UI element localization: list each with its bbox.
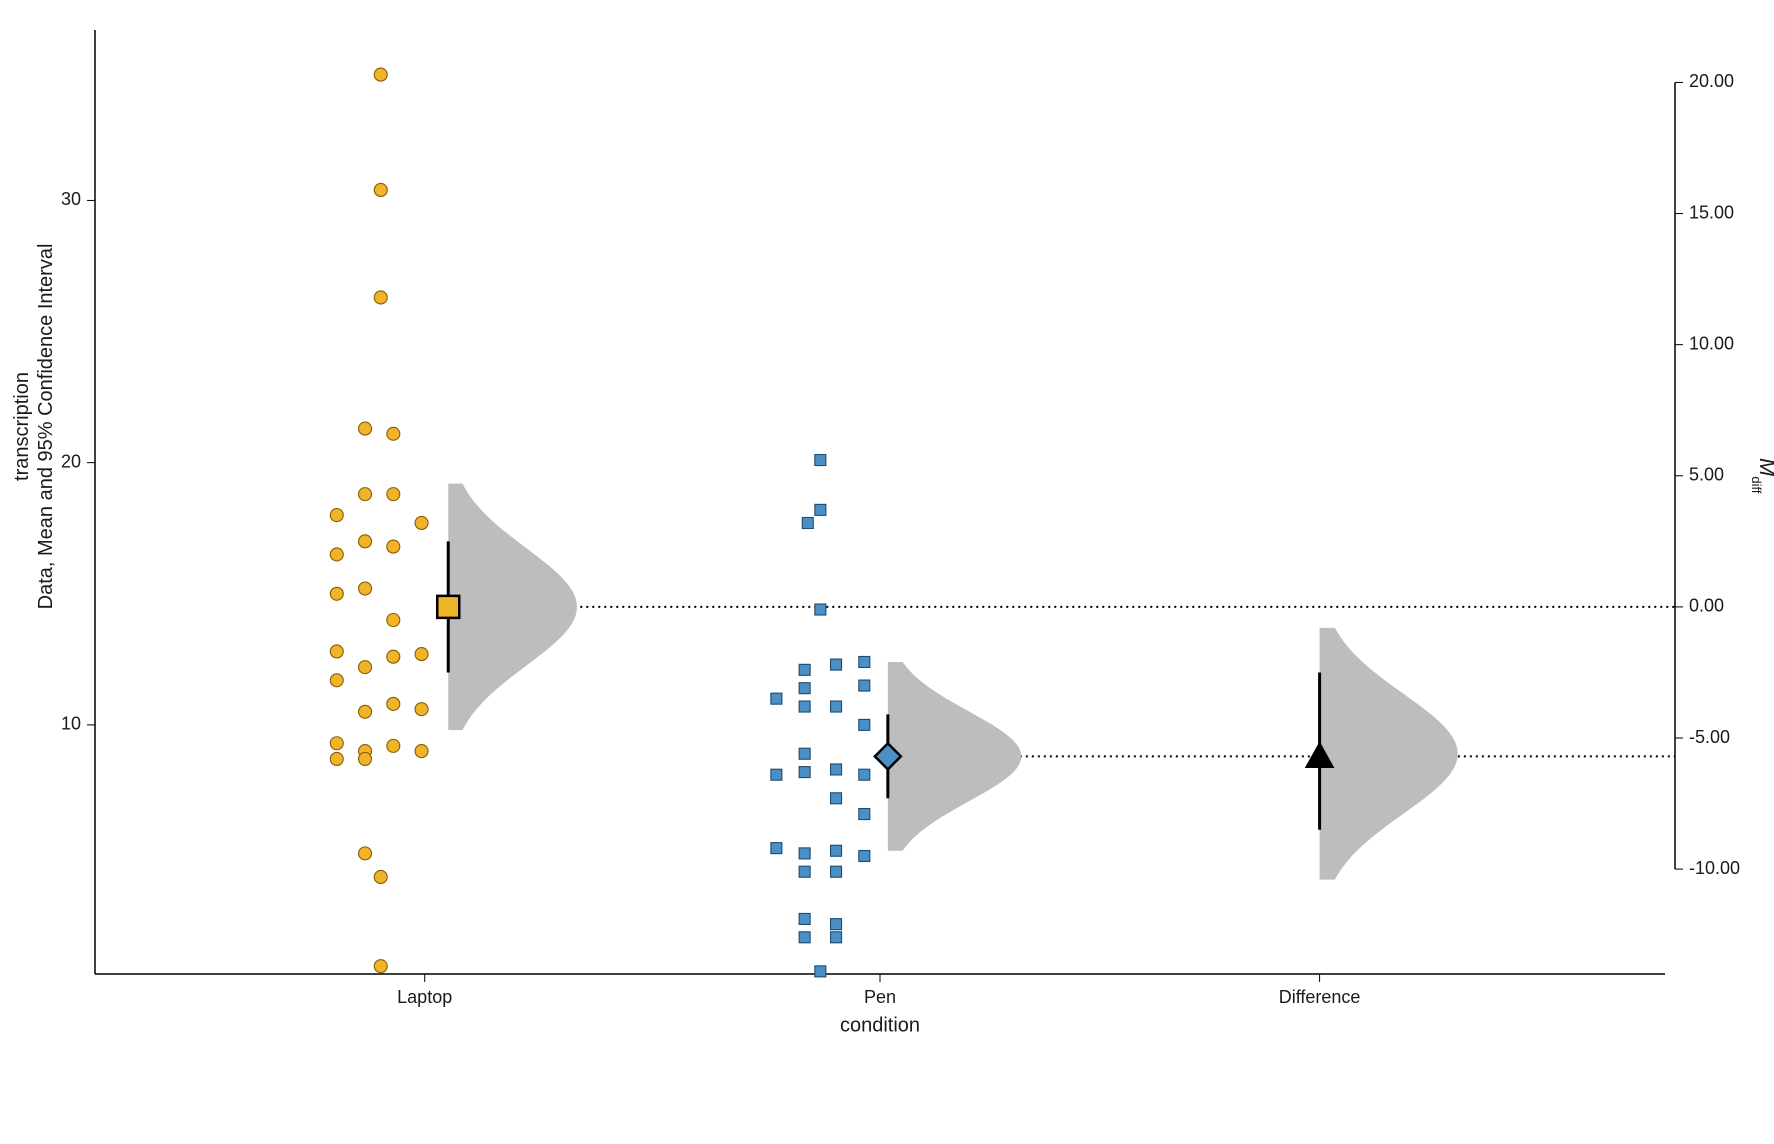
point-laptop bbox=[415, 516, 428, 529]
point-laptop bbox=[330, 587, 343, 600]
point-pen bbox=[859, 769, 870, 780]
dist-laptop bbox=[448, 484, 577, 730]
y-right-tick-label: 5.00 bbox=[1689, 465, 1724, 485]
point-laptop bbox=[330, 509, 343, 522]
point-pen bbox=[831, 793, 842, 804]
svg-text:Mdiff: Mdiff bbox=[1750, 458, 1774, 494]
point-laptop bbox=[374, 68, 387, 81]
point-laptop bbox=[359, 752, 372, 765]
y-left-tick-label: 10 bbox=[61, 714, 81, 734]
point-laptop bbox=[387, 540, 400, 553]
point-laptop bbox=[387, 488, 400, 501]
svg-text:Data, Mean and 95% Confidence: Data, Mean and 95% Confidence Interval bbox=[35, 244, 57, 610]
point-laptop bbox=[415, 745, 428, 758]
point-laptop bbox=[359, 582, 372, 595]
x-tick-label: Pen bbox=[864, 987, 896, 1007]
y-right-tick-label: -5.00 bbox=[1689, 727, 1730, 747]
point-laptop bbox=[374, 183, 387, 196]
point-pen bbox=[831, 919, 842, 930]
point-pen bbox=[859, 656, 870, 667]
point-laptop bbox=[330, 737, 343, 750]
point-pen bbox=[799, 848, 810, 859]
point-pen bbox=[815, 504, 826, 515]
y-left-tick-label: 20 bbox=[61, 451, 81, 471]
point-pen bbox=[859, 809, 870, 820]
y-left-tick-label: 30 bbox=[61, 189, 81, 209]
point-pen bbox=[771, 769, 782, 780]
point-pen bbox=[831, 701, 842, 712]
estimation-plot: 10 20 30 transcriptionData, Mean and 95% Co… bbox=[0, 0, 1774, 1144]
dist-difference bbox=[1320, 628, 1458, 880]
point-laptop bbox=[359, 488, 372, 501]
point-laptop bbox=[374, 291, 387, 304]
y-right-title: Mdiff bbox=[1750, 458, 1774, 494]
point-laptop bbox=[415, 648, 428, 661]
point-pen bbox=[771, 693, 782, 704]
y-left-title: transcriptionData, Mean and 95% Confiden… bbox=[11, 244, 57, 610]
point-pen bbox=[831, 866, 842, 877]
x-tick-label: Laptop bbox=[397, 987, 452, 1007]
point-laptop bbox=[359, 705, 372, 718]
y-right-tick-label: 15.00 bbox=[1689, 202, 1734, 222]
point-laptop bbox=[359, 422, 372, 435]
point-laptop bbox=[359, 847, 372, 860]
point-laptop bbox=[330, 674, 343, 687]
point-pen bbox=[799, 932, 810, 943]
point-laptop bbox=[387, 697, 400, 710]
point-pen bbox=[799, 913, 810, 924]
point-laptop bbox=[359, 535, 372, 548]
svg-text:transcription: transcription bbox=[11, 372, 33, 481]
point-laptop bbox=[374, 960, 387, 973]
point-pen bbox=[831, 845, 842, 856]
y-right-tick-label: -10.00 bbox=[1689, 858, 1740, 878]
point-laptop bbox=[330, 645, 343, 658]
point-pen bbox=[799, 683, 810, 694]
point-pen bbox=[799, 748, 810, 759]
point-laptop bbox=[387, 650, 400, 663]
point-pen bbox=[831, 659, 842, 670]
point-laptop bbox=[359, 661, 372, 674]
x-axis-title: condition bbox=[840, 1014, 920, 1036]
point-pen bbox=[831, 932, 842, 943]
point-pen bbox=[831, 764, 842, 775]
point-laptop bbox=[415, 703, 428, 716]
point-laptop bbox=[330, 752, 343, 765]
point-pen bbox=[771, 843, 782, 854]
point-pen bbox=[815, 455, 826, 466]
point-laptop bbox=[374, 870, 387, 883]
point-pen bbox=[799, 866, 810, 877]
point-laptop bbox=[330, 548, 343, 561]
dist-pen bbox=[888, 662, 1021, 851]
x-tick-label: Difference bbox=[1279, 987, 1361, 1007]
y-right-tick-label: 20.00 bbox=[1689, 71, 1734, 91]
point-pen bbox=[799, 701, 810, 712]
point-pen bbox=[859, 680, 870, 691]
mean-laptop bbox=[437, 596, 459, 618]
y-right-tick-label: 10.00 bbox=[1689, 333, 1734, 353]
point-laptop bbox=[387, 739, 400, 752]
y-right-tick-label: 0.00 bbox=[1689, 596, 1724, 616]
point-pen bbox=[802, 517, 813, 528]
point-pen bbox=[815, 966, 826, 977]
point-pen bbox=[859, 851, 870, 862]
point-pen bbox=[859, 719, 870, 730]
point-laptop bbox=[387, 427, 400, 440]
point-laptop bbox=[387, 614, 400, 627]
point-pen bbox=[799, 767, 810, 778]
point-pen bbox=[815, 604, 826, 615]
point-pen bbox=[799, 664, 810, 675]
